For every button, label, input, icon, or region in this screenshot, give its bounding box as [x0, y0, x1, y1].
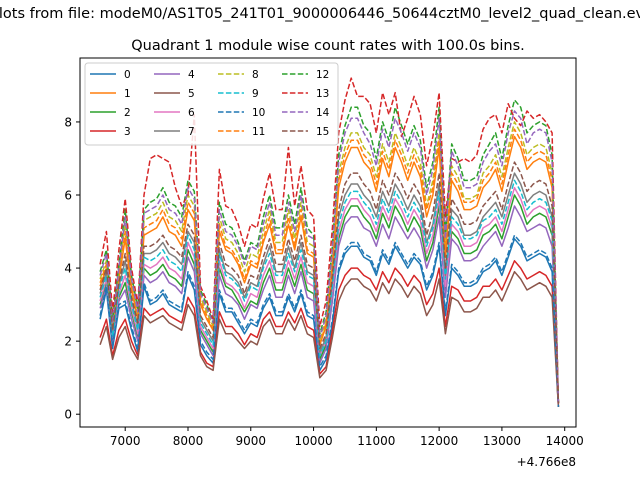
- legend-label-2: 2: [124, 107, 131, 119]
- y-tick-label: 6: [64, 189, 72, 203]
- legend-label-3: 3: [124, 126, 131, 138]
- figure-suptitle: Plots from file: modeM0/AS1T05_241T01_90…: [0, 6, 640, 22]
- x-tick-label: 8000: [173, 434, 204, 448]
- y-tick-label: 8: [64, 115, 72, 129]
- axes-frame: [79, 57, 577, 428]
- series-line-1: [99, 135, 560, 404]
- series-line-8: [99, 121, 560, 404]
- x-tick-label: 7000: [110, 434, 141, 448]
- y-tick-label: 4: [64, 262, 72, 276]
- series-line-13: [99, 77, 560, 404]
- series-line-11: [99, 128, 560, 404]
- x-offset-label: +4.766e8: [517, 455, 576, 469]
- legend-label-0: 0: [124, 69, 131, 81]
- legend-label-5: 5: [188, 88, 195, 100]
- series-line-14: [99, 110, 560, 404]
- x-tick-label: 11000: [357, 434, 395, 448]
- x-tick-label: 14000: [546, 434, 584, 448]
- series-line-3: [99, 260, 560, 407]
- x-tick-label: 10000: [294, 434, 332, 448]
- y-tick-label: 0: [64, 408, 72, 422]
- plot-area: [99, 77, 560, 407]
- y-axis: 0 2 4 6 8: [64, 115, 80, 422]
- legend-label-1: 1: [124, 88, 131, 100]
- chart-title: Quadrant 1 module wise count rates with …: [131, 38, 525, 54]
- x-axis: 7000 8000 9000 10000 11000 12000 13000 14000: [110, 427, 584, 448]
- legend-label-6: 6: [188, 107, 195, 119]
- x-tick-label: 12000: [420, 434, 458, 448]
- legend-label-4: 4: [188, 69, 195, 81]
- legend-label-14: 14: [316, 107, 330, 119]
- legend-label-7: 7: [188, 126, 195, 138]
- legend-label-10: 10: [252, 107, 265, 119]
- legend-label-15: 15: [316, 126, 329, 138]
- series-line-5: [99, 270, 560, 407]
- legend-label-9: 9: [252, 88, 259, 100]
- series-line-12: [99, 99, 560, 404]
- x-tick-label: 13000: [483, 434, 521, 448]
- series-line-4: [99, 205, 560, 404]
- legend-box: [84, 62, 339, 146]
- y-tick-label: 2: [64, 335, 72, 349]
- x-tick-label: 9000: [236, 434, 267, 448]
- legend-label-11: 11: [252, 126, 265, 138]
- legend-label-8: 8: [252, 69, 259, 81]
- series-line-10: [99, 234, 560, 407]
- legend-label-13: 13: [316, 88, 329, 100]
- legend-label-12: 12: [316, 69, 329, 81]
